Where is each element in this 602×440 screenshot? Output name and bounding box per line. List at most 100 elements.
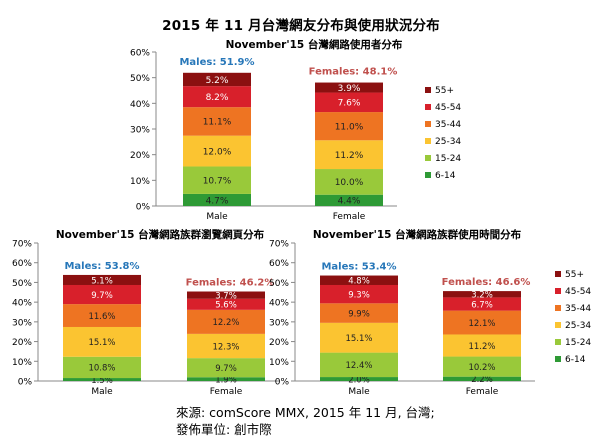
legend-swatch-55+ (425, 87, 431, 93)
data-label: 10.7% (203, 177, 232, 187)
bar-segment-6-14-male (183, 193, 251, 206)
legend-swatch-35-44 (555, 305, 561, 311)
data-label: 4.4% (338, 197, 361, 207)
y-tick-label: 20% (130, 151, 150, 161)
data-label: 12.3% (212, 342, 239, 352)
bar-segment-25-34-male (320, 322, 398, 353)
data-label: 3.9% (338, 84, 361, 94)
total-label-male: Males: 53.8% (64, 261, 139, 272)
footer-unit: 發佈單位: 創市際 (176, 422, 272, 437)
data-label: 5.6% (215, 301, 237, 311)
y-tick-label: 70% (12, 240, 32, 250)
bar-segment-55+-male (63, 274, 141, 285)
data-label: 2.2% (471, 375, 493, 385)
legend-label-35-44: 35-44 (435, 120, 461, 130)
data-label: 2.0% (348, 375, 370, 385)
bar-segment-55+-female (187, 291, 265, 299)
bar-segment-45-54-male (183, 86, 251, 108)
data-label: 6.7% (471, 300, 493, 310)
bar-segment-35-44-female (315, 112, 383, 141)
x-category-label: Female (210, 387, 243, 397)
bar-segment-35-44-male (63, 304, 141, 327)
data-label: 10.2% (468, 363, 495, 373)
legend-label-45-54: 45-54 (565, 287, 591, 297)
y-tick-label: 40% (12, 299, 32, 309)
y-tick-label: 30% (269, 318, 289, 328)
y-tick-label: 50% (130, 74, 150, 84)
data-label: 11.2% (468, 342, 495, 352)
bar-segment-6-14-male (320, 377, 398, 381)
bar-segment-6-14-female (443, 376, 521, 381)
y-tick-label: 10% (12, 358, 32, 368)
data-label: 5.2% (206, 76, 229, 86)
data-label: 8.2% (206, 93, 229, 103)
data-label: 7.6% (338, 99, 361, 109)
x-category-label: Male (91, 387, 113, 397)
legend-label-6-14: 6-14 (565, 355, 586, 365)
bar-segment-45-54-female (443, 297, 521, 311)
main-title: 2015 年 11 月台灣網友分布與使用狀況分布 (162, 18, 440, 34)
bar-segment-55+-male (320, 275, 398, 285)
bar-segment-35-44-male (320, 303, 398, 323)
legend-swatch-6-14 (555, 356, 561, 362)
data-label: 12.0% (203, 147, 232, 157)
data-label: 15.1% (345, 334, 372, 344)
bar-segment-45-54-female (187, 298, 265, 310)
bar-segment-6-14-female (315, 194, 383, 206)
data-label: 10.0% (335, 178, 364, 188)
y-tick-label: 10% (269, 358, 289, 368)
bar-segment-55+-female (443, 291, 521, 298)
legend-swatch-35-44 (425, 121, 431, 127)
bar-segment-15-24-female (187, 358, 265, 378)
y-tick-label: 40% (130, 100, 150, 110)
x-category-label: Female (333, 212, 366, 222)
y-tick-label: 70% (269, 240, 289, 250)
data-label: 10.8% (88, 364, 115, 374)
total-label-female: Females: 46.6% (442, 277, 531, 288)
data-label: 3.7% (215, 291, 237, 301)
y-tick-label: 30% (12, 318, 32, 328)
legend-label-25-34: 25-34 (565, 321, 591, 331)
y-tick-label: 0% (18, 378, 33, 388)
data-label: 1.9% (215, 375, 237, 385)
bar-segment-35-44-female (187, 309, 265, 334)
y-tick-label: 10% (130, 177, 150, 187)
legend-swatch-15-24 (425, 155, 431, 161)
legend-label-6-14: 6-14 (435, 171, 456, 181)
x-category-label: Male (348, 387, 370, 397)
data-label: 12.1% (468, 319, 495, 329)
y-tick-label: 20% (12, 338, 32, 348)
legend-label-35-44: 35-44 (565, 304, 591, 314)
footer-source: 來源: comScore MMX, 2015 年 11 月, 台灣; (176, 405, 435, 420)
x-category-label: Male (206, 212, 228, 222)
bar-segment-25-34-male (63, 326, 141, 357)
bar-segment-35-44-female (443, 310, 521, 335)
y-tick-label: 60% (269, 259, 289, 269)
legend-label-55+: 55+ (435, 86, 454, 96)
data-label: 1.5% (91, 376, 113, 386)
bar-segment-6-14-female (187, 377, 265, 381)
chart-title: November'15 台灣網路使用者分布 (226, 38, 403, 51)
data-label: 3.2% (471, 291, 493, 301)
data-label: 4.8% (348, 277, 370, 287)
bar-segment-45-54-male (63, 284, 141, 305)
legend-swatch-6-14 (425, 172, 431, 178)
data-label: 9.7% (215, 364, 237, 374)
data-label: 5.1% (91, 276, 113, 286)
bar-segment-25-34-female (315, 140, 383, 170)
total-label-female: Females: 46.2% (186, 277, 275, 288)
legend-label-15-24: 15-24 (565, 338, 591, 348)
chart-title: November'15 台灣網路族群使用時間分布 (313, 228, 522, 241)
y-tick-label: 40% (269, 299, 289, 309)
chart-title: November'15 台灣網路族群瀏覽網頁分布 (56, 228, 265, 241)
y-tick-label: 20% (269, 338, 289, 348)
bar-segment-15-24-female (315, 169, 383, 195)
legend-swatch-45-54 (555, 288, 561, 294)
bar-segment-35-44-male (183, 107, 251, 136)
data-label: 12.4% (345, 361, 372, 371)
bar-segment-55+-male (183, 72, 251, 87)
data-label: 11.1% (203, 118, 232, 128)
bar-segment-25-34-female (443, 334, 521, 357)
y-tick-label: 60% (130, 49, 150, 59)
bar-segment-15-24-female (443, 356, 521, 377)
